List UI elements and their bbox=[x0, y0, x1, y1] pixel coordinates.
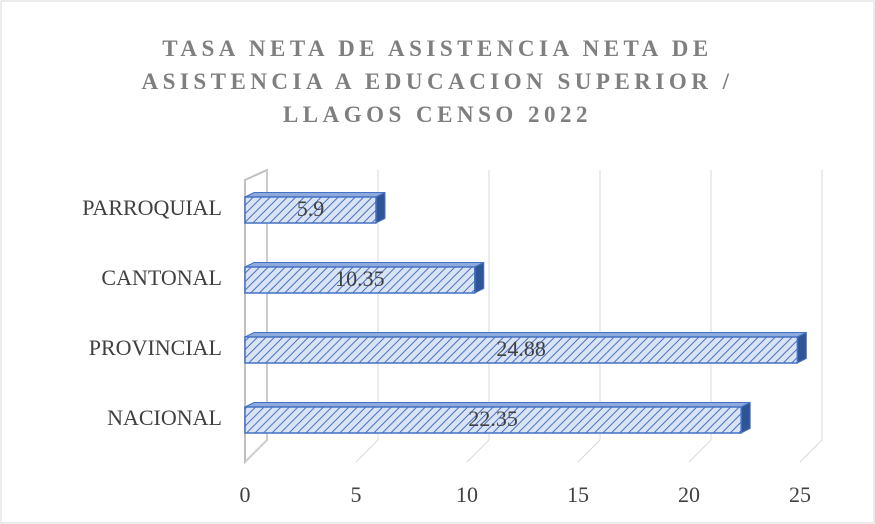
y-tick-label: NACIONAL bbox=[107, 405, 222, 430]
bar-side bbox=[740, 401, 751, 434]
grid-floor bbox=[466, 439, 490, 463]
bar-side bbox=[796, 331, 807, 364]
bar-side bbox=[474, 261, 485, 294]
bar bbox=[244, 266, 476, 294]
x-tick-label: 15 bbox=[567, 482, 589, 507]
grid-floor bbox=[577, 439, 601, 463]
bar bbox=[244, 406, 742, 434]
x-tick-label: 20 bbox=[678, 482, 700, 507]
data-label: 5.9 bbox=[297, 196, 325, 221]
x-tick-label: 10 bbox=[456, 482, 478, 507]
x-tick-label: 25 bbox=[789, 482, 811, 507]
grid-floor bbox=[799, 439, 823, 463]
x-tick-label: 0 bbox=[240, 482, 251, 507]
data-label: 10.35 bbox=[335, 266, 385, 291]
grid-floor bbox=[244, 439, 268, 463]
y-tick-label: PARROQUIAL bbox=[82, 195, 222, 220]
grid-floor bbox=[688, 439, 712, 463]
y-tick-label: PROVINCIAL bbox=[89, 335, 222, 360]
bar-side bbox=[375, 191, 386, 224]
bar bbox=[244, 336, 799, 364]
data-label: 22.35 bbox=[468, 406, 518, 431]
bar bbox=[244, 196, 377, 224]
y-tick-label: CANTONAL bbox=[101, 265, 222, 290]
grid-floor bbox=[355, 439, 379, 463]
x-tick-label: 5 bbox=[351, 482, 362, 507]
data-label: 24.88 bbox=[496, 336, 546, 361]
chart-title: TASA NETA DE ASISTENCIA NETA DE ASISTENC… bbox=[141, 36, 734, 127]
